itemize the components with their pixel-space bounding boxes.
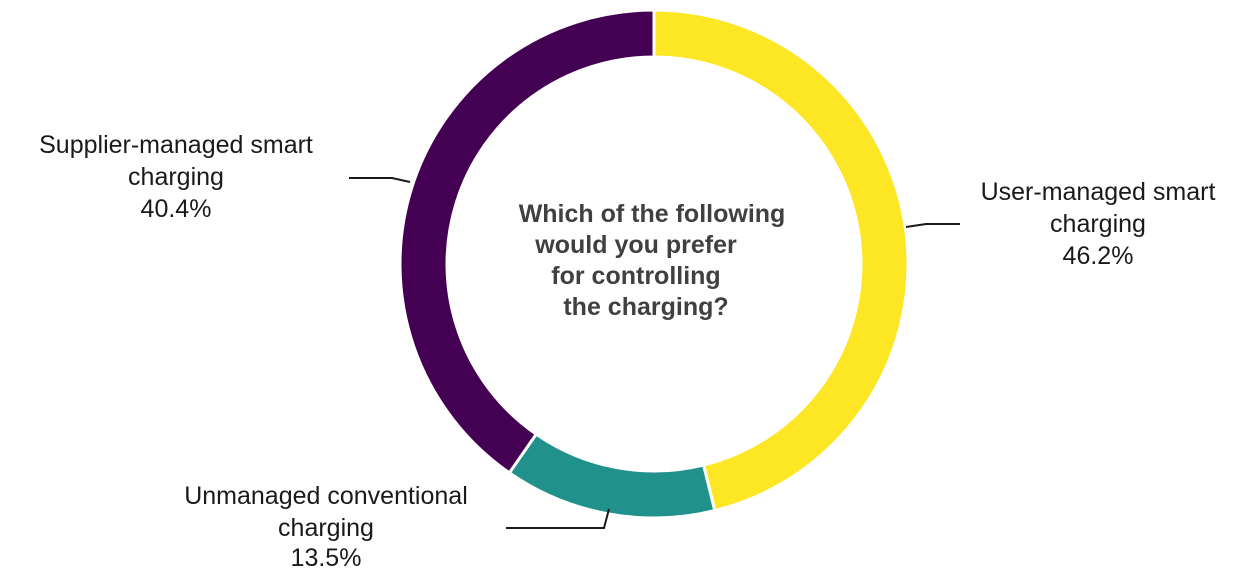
- slice-label-user-managed-line-1: User-managed smart: [981, 178, 1216, 206]
- slices-group: [398, 8, 910, 520]
- slice-label-unmanaged-line-1: Unmanaged conventional: [184, 482, 468, 510]
- slice-label-unmanaged-line-2: charging: [278, 514, 374, 542]
- slice-value-supplier-managed: 40.4%: [141, 195, 212, 223]
- leader-line-supplier-managed: [349, 177, 411, 183]
- slice-value-unmanaged: 13.5%: [291, 544, 362, 571]
- slice-unmanaged: [507, 432, 717, 520]
- center-title-line-2: would you prefer: [534, 231, 737, 259]
- center-title-line-4: the charging?: [563, 293, 728, 321]
- center-title-line-1: Which of the following: [519, 200, 786, 228]
- slice-label-unmanaged: Unmanaged conventional charging 13.5%: [184, 482, 610, 571]
- center-title: Which of the following would you prefer …: [519, 200, 786, 321]
- leader-line-user-managed: [905, 223, 960, 228]
- slice-label-user-managed-line-2: charging: [1050, 210, 1146, 238]
- slice-label-supplier-managed-line-1: Supplier-managed smart: [39, 131, 313, 159]
- leader-line-unmanaged: [506, 508, 610, 529]
- slice-label-user-managed: User-managed smart charging 46.2%: [905, 178, 1216, 270]
- center-title-line-3: for controlling: [551, 262, 720, 290]
- slice-value-user-managed: 46.2%: [1063, 242, 1134, 270]
- slice-user-managed: [652, 8, 910, 513]
- slice-supplier-managed: [398, 8, 656, 475]
- slice-label-supplier-managed-line-2: charging: [128, 163, 224, 191]
- slice-label-supplier-managed: Supplier-managed smart charging 40.4%: [39, 131, 411, 223]
